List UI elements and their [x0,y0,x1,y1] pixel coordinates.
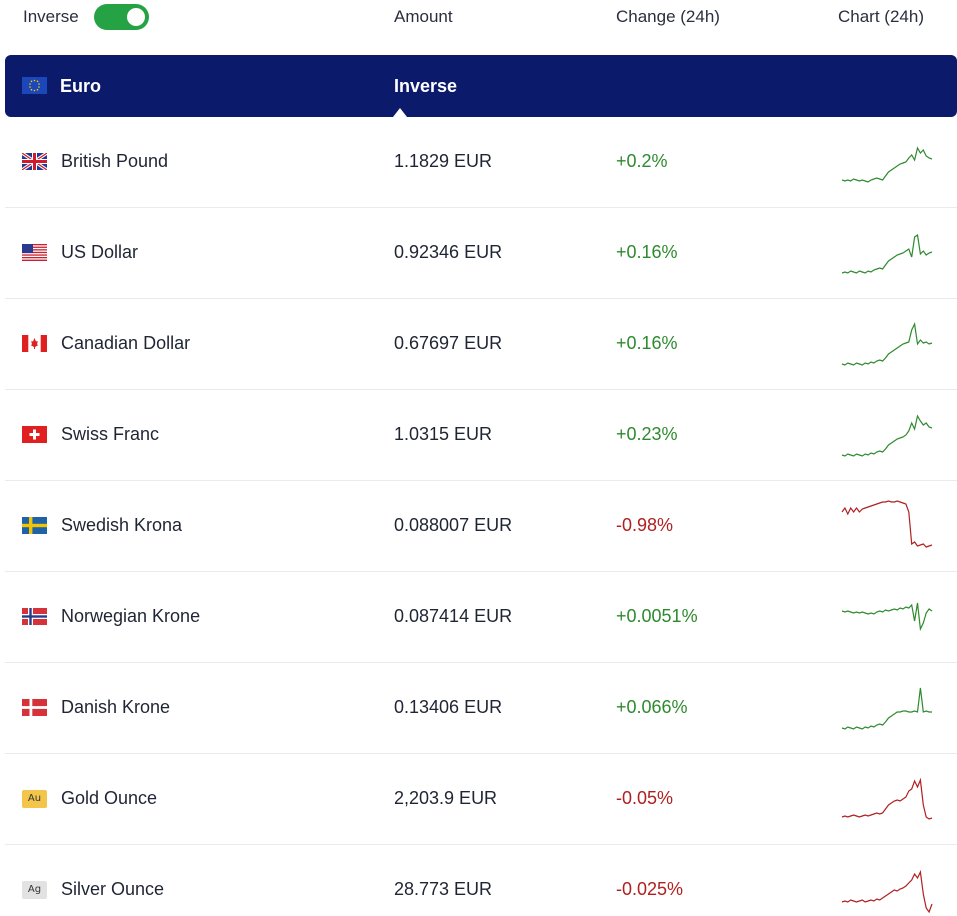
table-row[interactable]: Ag Silver Ounce 28.773 EUR -0.025% [5,845,957,916]
table-row[interactable]: US Dollar 0.92346 EUR +0.16% [5,208,957,299]
change-column-header: Change (24h) [616,7,720,26]
table-row[interactable]: Norwegian Krone 0.087414 EUR +0.0051% [5,572,957,663]
sparkline-path [841,869,933,914]
change-value: +0.23% [616,424,678,444]
sparkline-path [841,233,933,274]
sparkline-chart [841,869,933,914]
no-flag-icon [22,608,47,625]
table-row[interactable]: Canadian Dollar 0.67697 EUR +0.16% [5,299,957,390]
currency-name[interactable]: Norwegian Krone [61,606,201,626]
amount-value: 0.13406 EUR [394,697,503,717]
sparkline-path [841,500,933,548]
change-value: +0.2% [616,151,668,171]
sparkline-chart [841,500,933,548]
us-flag-icon [22,244,47,261]
table-row[interactable]: Danish Krone 0.13406 EUR +0.066% [5,663,957,754]
currency-name[interactable]: Danish Krone [61,697,171,717]
amount-value: 28.773 EUR [394,879,493,899]
eu-flag-icon [22,77,47,94]
change-value: +0.16% [616,333,678,353]
uk-flag-icon [22,153,47,170]
sparkline-chart [841,777,933,820]
change-value: +0.16% [616,242,678,262]
currency-name[interactable]: Silver Ounce [61,879,165,899]
ca-flag-icon [22,335,47,352]
amount-value: 0.088007 EUR [394,515,513,535]
base-currency-name: Euro [60,76,102,96]
inverse-toggle[interactable] [94,4,149,30]
currency-name[interactable]: British Pound [61,151,169,171]
dk-flag-icon [22,699,47,716]
sparkline-path [841,687,932,730]
amount-value: 1.1829 EUR [394,151,493,171]
amount-value: 0.087414 EUR [394,606,513,626]
amount-value: 0.67697 EUR [394,333,503,353]
amount-column-header: Amount [394,7,453,26]
sparkline-chart [841,146,933,183]
change-value: -0.98% [616,515,674,535]
chart-column-header: Chart (24h) [838,7,924,26]
sparkline-chart [841,414,933,457]
silver-metal-icon: Ag [22,881,47,899]
sparkline-path [841,321,933,366]
inverse-label: Inverse [23,7,79,26]
currency-name[interactable]: Canadian Dollar [61,333,191,353]
currency-name[interactable]: Swedish Krona [61,515,183,535]
se-flag-icon [22,517,47,534]
amount-value: 2,203.9 EUR [394,788,498,808]
inverse-mode-label: Inverse [394,76,458,96]
change-value: -0.025% [616,879,684,899]
currency-name[interactable]: Gold Ounce [61,788,158,808]
table-row[interactable]: British Pound 1.1829 EUR +0.2% [5,117,957,208]
sparkline-path [841,414,933,457]
toggle-knob [127,8,145,26]
sparkline-chart [841,687,932,730]
sparkline-chart [841,602,933,632]
table-header: Inverse Amount Change (24h) Chart (24h) [0,0,957,36]
sparkline-chart [841,233,933,274]
gold-metal-icon: Au [22,790,47,808]
sparkline-chart [841,321,933,366]
sparkline-path [841,146,933,183]
change-value: -0.05% [616,788,674,808]
change-value: +0.0051% [616,606,698,626]
ch-flag-icon [22,426,47,443]
header-pointer [393,108,407,117]
base-currency-banner[interactable]: Euro Inverse [5,55,957,117]
sparkline-path [841,777,933,820]
amount-value: 0.92346 EUR [394,242,503,262]
currency-name[interactable]: Swiss Franc [61,424,160,444]
sparkline-path [841,602,933,632]
table-row[interactable]: Au Gold Ounce 2,203.9 EUR -0.05% [5,754,957,845]
table-row[interactable]: Swiss Franc 1.0315 EUR +0.23% [5,390,957,481]
change-value: +0.066% [616,697,688,717]
amount-value: 1.0315 EUR [394,424,493,444]
currency-name[interactable]: US Dollar [61,242,139,262]
table-row[interactable]: Swedish Krona 0.088007 EUR -0.98% [5,481,957,572]
